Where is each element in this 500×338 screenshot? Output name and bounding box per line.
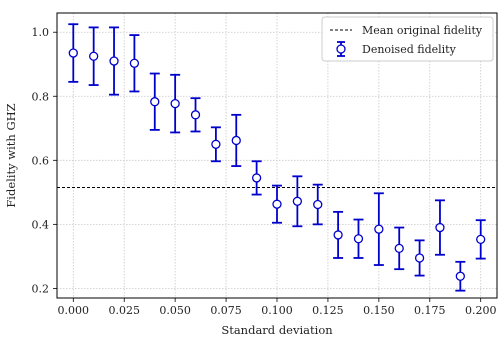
data-point-group [88, 26, 99, 86]
data-point-group [434, 199, 445, 256]
data-point [150, 97, 160, 107]
data-point [374, 224, 384, 234]
legend-reference-label: Mean original fidelity [362, 24, 483, 37]
data-point-group [373, 192, 384, 266]
data-point [313, 199, 323, 210]
x-tick-label: 0.025 [108, 304, 140, 317]
y-tick-label: 0.6 [32, 154, 50, 167]
data-point-group [251, 160, 262, 196]
x-tick-label: 0.175 [414, 304, 446, 317]
data-layer [68, 23, 486, 292]
x-tick-label: 0.125 [312, 304, 344, 317]
data-point-group [292, 175, 303, 228]
data-point-group [170, 73, 181, 134]
legend-box [321, 16, 494, 62]
x-axis-label: Standard deviation [221, 323, 333, 337]
data-point-group [210, 126, 221, 163]
x-tick-label: 0.000 [58, 304, 90, 317]
data-point-group [414, 239, 425, 277]
y-tick-label: 0.8 [32, 90, 50, 103]
legend: Mean original fidelity Denoised fidelity [321, 16, 494, 62]
data-point [89, 51, 99, 61]
data-point [68, 48, 78, 58]
data-point-group [312, 183, 323, 226]
data-point-group [475, 219, 486, 260]
y-tick-label: 0.2 [32, 282, 50, 295]
data-point [190, 110, 201, 120]
data-point [435, 222, 445, 233]
x-tick-label: 0.100 [261, 304, 293, 317]
x-tick-label: 0.050 [159, 304, 191, 317]
data-point [394, 243, 404, 254]
data-point [455, 271, 465, 281]
data-point-group [68, 23, 79, 83]
data-point [170, 98, 180, 109]
data-point-group [149, 72, 160, 131]
x-tick-label: 0.150 [363, 304, 395, 317]
data-point-group [394, 226, 405, 271]
data-point [109, 56, 119, 66]
data-point-group [231, 113, 242, 167]
data-point-group [455, 260, 466, 292]
data-point [129, 58, 140, 68]
data-point [414, 253, 425, 263]
data-point [272, 199, 282, 209]
y-tick-label: 1.0 [32, 26, 50, 39]
data-point-group [272, 184, 282, 224]
x-tick-label: 0.075 [210, 304, 242, 317]
ticks: 0.000 0.025 0.050 0.075 0.100 0.125 0.150 0.175… [32, 26, 497, 317]
data-point [333, 230, 343, 240]
legend-series-label: Denoised fidelity [362, 43, 457, 56]
data-point-group [353, 218, 364, 259]
legend-marker [336, 44, 346, 54]
data-point-group [109, 26, 120, 96]
legend-series-swatch [336, 41, 346, 57]
x-tick-label: 0.200 [465, 304, 497, 317]
data-point [476, 234, 486, 245]
data-point-group [129, 34, 140, 93]
data-point [251, 173, 262, 183]
data-point-group [333, 210, 344, 259]
data-point [292, 196, 303, 206]
data-point [231, 135, 241, 146]
data-point [211, 139, 221, 149]
y-axis-label: Fidelity with GHZ [4, 103, 18, 207]
data-point [353, 234, 364, 244]
data-point-group [190, 97, 201, 133]
y-tick-label: 0.4 [32, 218, 50, 231]
